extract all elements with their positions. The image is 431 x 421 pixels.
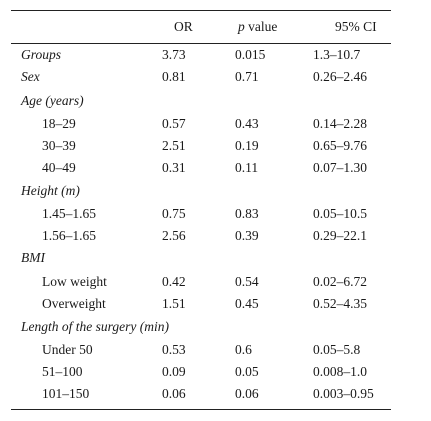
row-or-height-2: 2.56 [162,228,186,243]
header-p-value: p value [238,19,277,35]
row-label-height-2: 1.56–1.65 [42,228,96,243]
row-or-low-weight: 0.42 [162,274,186,289]
row-label-age-40-49: 40–49 [42,160,76,175]
row-p-under-50: 0.6 [235,342,252,357]
header-p-letter: p [238,19,245,34]
row-ci-age-30-39: 0.65–9.76 [313,138,367,153]
row-p-101-150: 0.06 [235,386,259,401]
row-ci-under-50: 0.05–5.8 [313,342,361,357]
table-bottom-rule [11,409,391,410]
row-ci-height-1: 0.05–10.5 [313,206,367,221]
row-label-51-100: 51–100 [42,364,83,379]
row-label-overweight: Overweight [42,296,106,311]
row-ci-sex: 0.26–2.46 [313,69,367,84]
row-ci-height-2: 0.29–22.1 [313,228,367,243]
row-label-low-weight: Low weight [42,274,107,289]
row-p-age-18-29: 0.43 [235,116,259,131]
section-surgery-length: Length of the surgery (min) [21,319,169,334]
row-p-overweight: 0.45 [235,296,259,311]
row-ci-101-150: 0.003–0.95 [313,386,374,401]
row-or-under-50: 0.53 [162,342,186,357]
row-label-sex: Sex [21,69,40,84]
section-age: Age (years) [21,93,84,108]
row-label-groups: Groups [21,47,62,62]
row-or-age-30-39: 2.51 [162,138,186,153]
row-label-age-18-29: 18–29 [42,116,76,131]
row-or-overweight: 1.51 [162,296,186,311]
table-header-rule [11,43,391,44]
row-p-age-40-49: 0.11 [235,160,259,175]
row-p-height-2: 0.39 [235,228,259,243]
row-ci-51-100: 0.008–1.0 [313,364,367,379]
section-bmi: BMI [21,250,45,265]
row-ci-groups: 1.3–10.7 [313,47,361,62]
table-top-rule [11,10,391,11]
row-ci-age-40-49: 0.07–1.30 [313,160,367,175]
row-p-age-30-39: 0.19 [235,138,259,153]
row-or-groups: 3.73 [162,47,186,62]
section-height: Height (m) [21,183,80,198]
header-p-suffix: value [244,19,278,34]
row-label-age-30-39: 30–39 [42,138,76,153]
row-or-height-1: 0.75 [162,206,186,221]
row-or-age-40-49: 0.31 [162,160,186,175]
row-ci-overweight: 0.52–4.35 [313,296,367,311]
header-or: OR [174,19,193,34]
row-or-101-150: 0.06 [162,386,186,401]
row-label-under-50: Under 50 [42,342,93,357]
row-or-51-100: 0.09 [162,364,186,379]
row-label-height-1: 1.45–1.65 [42,206,96,221]
row-ci-low-weight: 0.02–6.72 [313,274,367,289]
row-p-sex: 0.71 [235,69,259,84]
row-or-sex: 0.81 [162,69,186,84]
row-label-101-150: 101–150 [42,386,90,401]
row-p-low-weight: 0.54 [235,274,259,289]
header-ci: 95% CI [335,19,377,34]
row-p-51-100: 0.05 [235,364,259,379]
row-p-height-1: 0.83 [235,206,259,221]
row-p-groups: 0.015 [235,47,266,62]
row-ci-age-18-29: 0.14–2.28 [313,116,367,131]
row-or-age-18-29: 0.57 [162,116,186,131]
